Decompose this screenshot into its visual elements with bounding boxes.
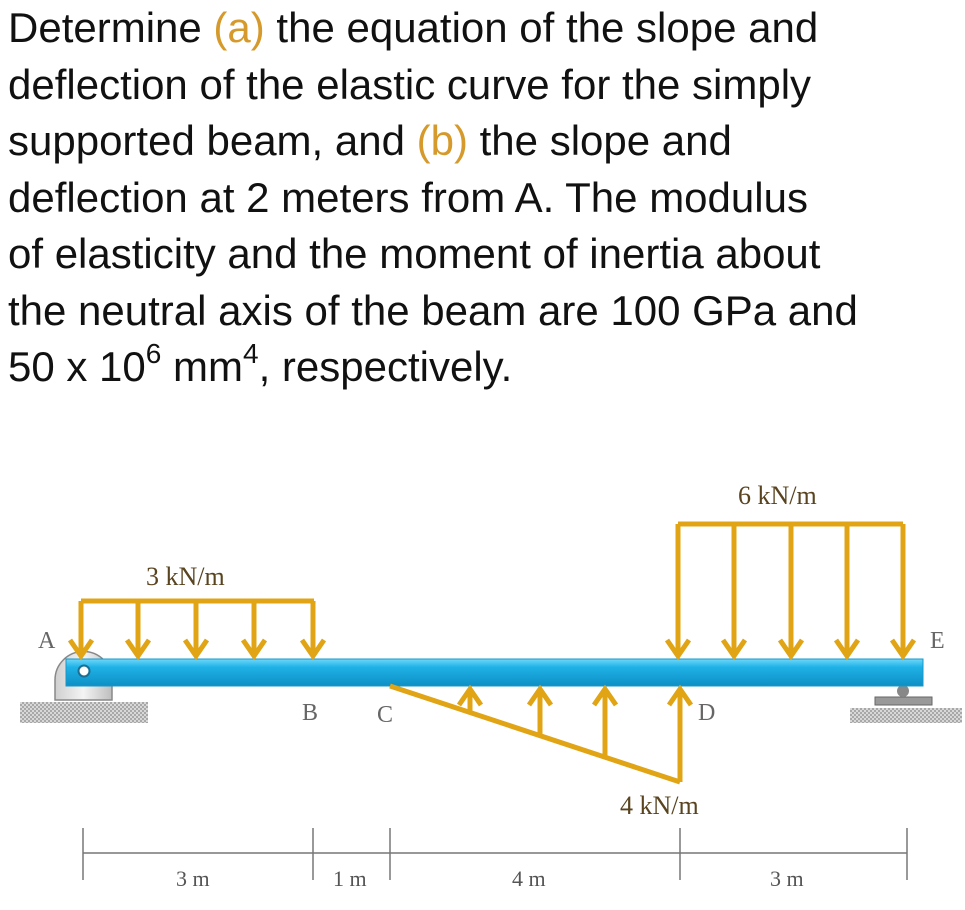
text: the neutral axis of the beam are 100 GPa… xyxy=(8,286,858,334)
problem-statement: Determine (a) the equation of the slope … xyxy=(8,0,965,396)
part-a-label: (a) xyxy=(213,4,265,51)
point-a-label: A xyxy=(38,628,56,654)
exponent: 4 xyxy=(243,338,259,369)
text: of elasticity and the moment of inertia … xyxy=(8,230,821,277)
dimension-lines xyxy=(82,828,908,880)
beam xyxy=(65,658,924,687)
point-e-label: E xyxy=(930,628,945,654)
text: 50 x 10 xyxy=(8,343,146,390)
dimension-ab: 3 m xyxy=(176,866,210,891)
roller-support-e xyxy=(850,685,962,723)
arrowhead-down xyxy=(833,638,861,661)
arrowhead-down xyxy=(182,638,210,661)
arrowhead-down xyxy=(299,638,327,661)
arrowhead-down xyxy=(889,638,917,661)
part-b-label: (b) xyxy=(416,117,468,164)
arrowhead-up xyxy=(456,684,484,707)
text: the slope and xyxy=(467,117,732,164)
arrowhead-down xyxy=(124,638,152,661)
arrowhead-down xyxy=(67,638,95,661)
arrowhead-up xyxy=(666,684,694,707)
exponent: 6 xyxy=(145,338,162,369)
arrowhead-down xyxy=(777,638,805,661)
dimension-de: 3 m xyxy=(770,866,804,891)
text: deflection at 2 meters from A. The modul… xyxy=(8,173,808,221)
text: , respectively. xyxy=(258,343,513,390)
left-udl-label: 3 kN/m xyxy=(146,562,225,591)
arrowhead-down xyxy=(664,638,692,661)
arrowhead-down xyxy=(240,638,268,661)
text: supported beam, and xyxy=(8,117,417,164)
dimension-cd: 4 m xyxy=(512,866,546,891)
pin-hole xyxy=(77,664,91,678)
arrowhead-up xyxy=(591,684,619,707)
point-d-label: D xyxy=(698,700,715,726)
text: mm xyxy=(161,343,244,390)
arrowhead-up xyxy=(526,684,554,707)
text: the equation of the slope and xyxy=(264,4,819,51)
arrowhead-down xyxy=(720,638,748,661)
triangular-load-label: 4 kN/m xyxy=(620,791,699,820)
point-b-label: B xyxy=(302,700,318,726)
triangular-load-edge xyxy=(389,683,681,785)
point-c-label: C xyxy=(377,702,393,728)
right-udl-label: 6 kN/m xyxy=(738,481,817,510)
dimension-bc: 1 m xyxy=(333,866,367,891)
text: deflection of the elastic curve for the … xyxy=(8,60,812,108)
text: Determine xyxy=(8,4,214,51)
